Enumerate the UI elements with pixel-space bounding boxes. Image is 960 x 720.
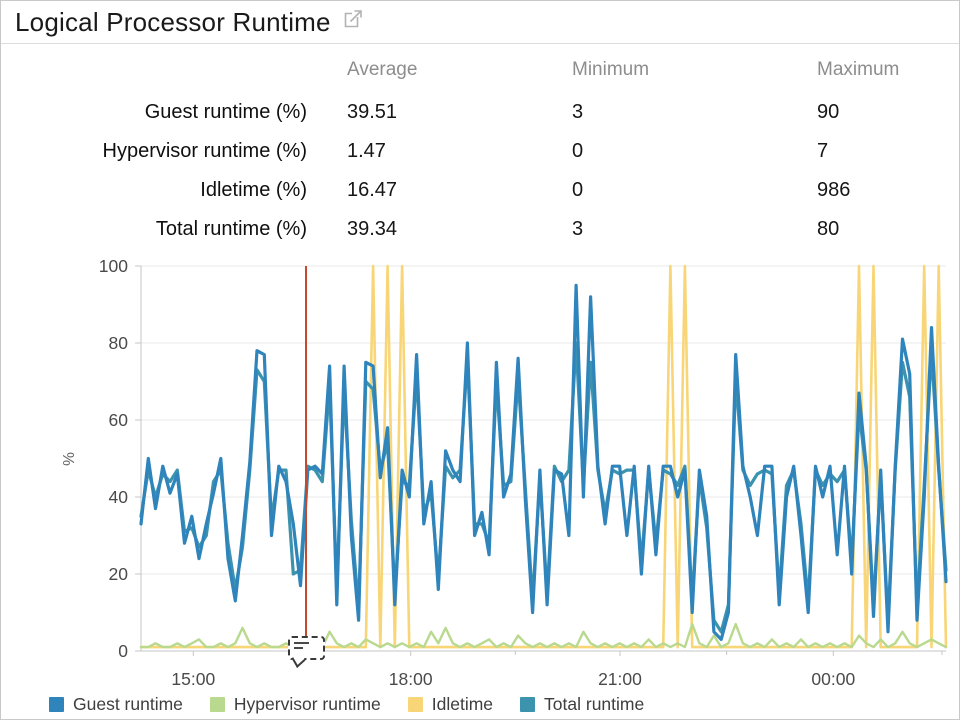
legend-item-hypervisor-runtime[interactable]: Hypervisor runtime [209, 694, 381, 715]
row-label-guest-runtime: Guest runtime (%) [144, 101, 307, 123]
series-guest-runtime [139, 283, 948, 641]
bubble-text-line [294, 647, 303, 649]
total-runtime-swatch [520, 697, 536, 712]
svg-text:15:00: 15:00 [171, 669, 215, 689]
hypervisor-runtime-minimum: 0 [572, 140, 584, 162]
row-label-hypervisor-runtime: Hypervisor runtime (%) [102, 140, 307, 162]
row-label-total-runtime: Total runtime (%) [155, 218, 307, 240]
svg-text:40: 40 [109, 487, 129, 507]
stats-table: Average Minimum Maximum Guest runtime (%… [1, 49, 959, 249]
total-runtime-maximum: 80 [817, 218, 840, 240]
y-grid: 0 20 40 60 80 100 [99, 256, 946, 661]
idletime-minimum: 0 [572, 179, 584, 201]
svg-text:100: 100 [99, 256, 128, 276]
column-header-empty [1, 49, 307, 93]
external-link-icon[interactable] [341, 7, 365, 31]
svg-text:60: 60 [109, 410, 129, 430]
idletime-swatch [407, 697, 423, 712]
column-header-minimum: Minimum [572, 59, 650, 80]
svg-text:21:00: 21:00 [598, 669, 642, 689]
stats-section: Average Minimum Maximum Guest runtime (%… [1, 49, 959, 249]
legend-item-idletime[interactable]: Idletime [407, 694, 494, 715]
guest-runtime-minimum: 3 [572, 101, 584, 123]
column-header-average: Average [347, 59, 418, 80]
y-axis-label: % [61, 452, 78, 466]
panel-header: Logical Processor Runtime [1, 1, 959, 44]
legend-label: Hypervisor runtime [233, 694, 381, 714]
legend-label: Idletime [431, 694, 494, 714]
svg-text:80: 80 [109, 333, 129, 353]
runtime-chart[interactable]: 0 20 40 60 80 100 15:00 18:00 21:00 00:00% [1, 247, 960, 689]
x-axis: 15:00 18:00 21:00 00:00 [171, 651, 943, 689]
idletime-maximum: 986 [817, 179, 851, 201]
svg-text:18:00: 18:00 [389, 669, 433, 689]
guest-runtime-average: 39.51 [347, 101, 398, 123]
page-title: Logical Processor Runtime [15, 6, 331, 37]
series-hypervisor-runtime [139, 622, 948, 649]
chart-legend: Guest runtime Hypervisor runtime Idletim… [49, 694, 644, 715]
column-header-maximum: Maximum [817, 59, 900, 80]
idletime-average: 16.47 [347, 179, 398, 201]
svg-text:00:00: 00:00 [811, 669, 855, 689]
legend-label: Guest runtime [73, 694, 183, 714]
total-runtime-average: 39.34 [347, 218, 398, 240]
bubble-text-line [294, 642, 309, 644]
total-runtime-minimum: 3 [572, 218, 584, 240]
chart-canvas[interactable]: 0 20 40 60 80 100 15:00 18:00 21:00 00:00% [1, 247, 960, 689]
annotation-speech-bubble-icon[interactable] [288, 636, 325, 669]
legend-item-guest-runtime[interactable]: Guest runtime [49, 694, 183, 715]
svg-text:20: 20 [109, 564, 129, 584]
row-label-idletime: Idletime (%) [200, 179, 307, 201]
hypervisor-runtime-maximum: 7 [817, 140, 829, 162]
guest-runtime-swatch [49, 697, 64, 712]
legend-label: Total runtime [544, 694, 645, 714]
hypervisor-runtime-average: 1.47 [347, 140, 386, 162]
legend-item-total-runtime[interactable]: Total runtime [520, 694, 644, 715]
svg-text:0: 0 [118, 641, 128, 661]
guest-runtime-maximum: 90 [817, 101, 840, 123]
series-idletime [139, 264, 948, 649]
hypervisor-runtime-swatch [209, 697, 225, 712]
